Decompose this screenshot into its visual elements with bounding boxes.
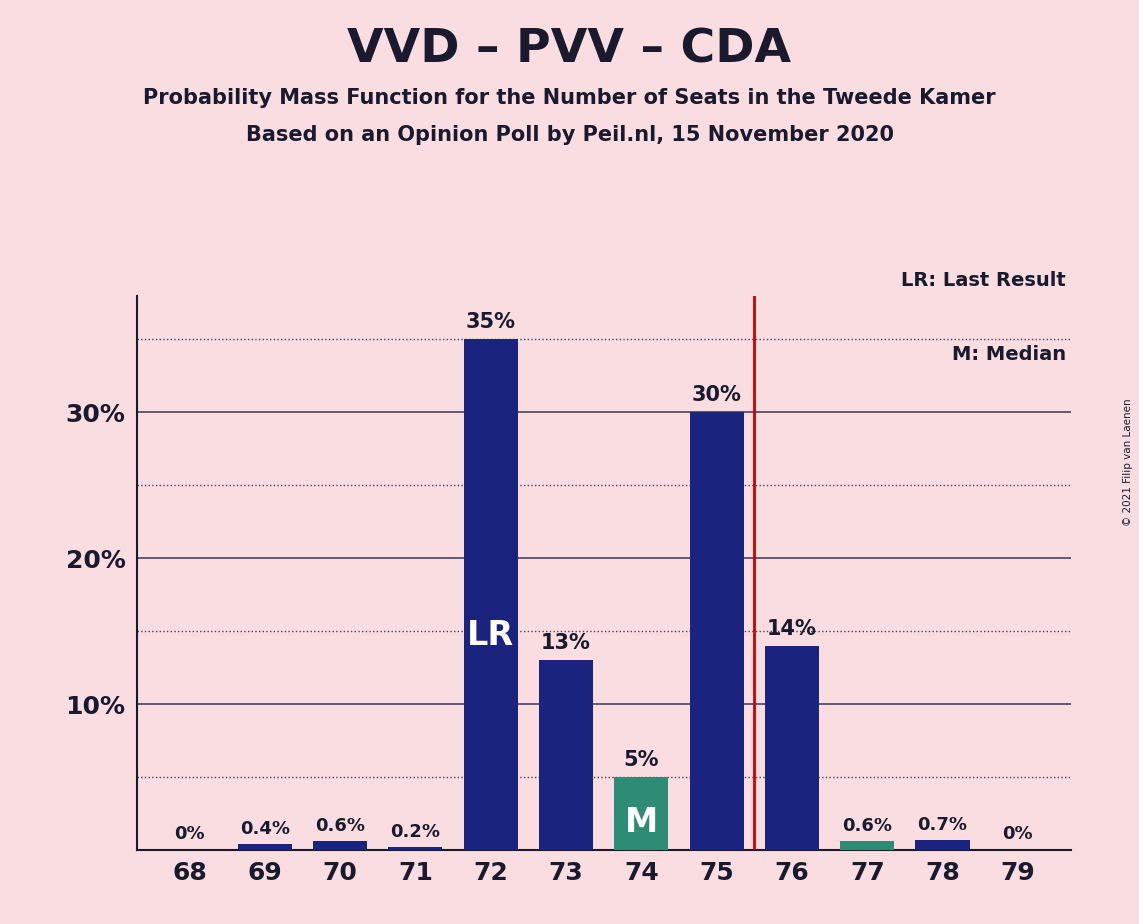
Text: 0%: 0% xyxy=(174,825,205,843)
Text: LR: LR xyxy=(467,619,514,652)
Bar xyxy=(464,339,518,850)
Bar xyxy=(614,777,669,850)
Text: 30%: 30% xyxy=(691,385,741,405)
Bar xyxy=(238,845,292,850)
Text: 35%: 35% xyxy=(466,312,516,332)
Text: M: Median: M: Median xyxy=(952,345,1066,364)
Text: 0.4%: 0.4% xyxy=(239,821,289,838)
Text: Probability Mass Function for the Number of Seats in the Tweede Kamer: Probability Mass Function for the Number… xyxy=(144,88,995,108)
Bar xyxy=(689,412,744,850)
Bar xyxy=(916,840,969,850)
Text: 0.6%: 0.6% xyxy=(843,818,892,835)
Text: 0.7%: 0.7% xyxy=(918,816,968,834)
Text: 0.6%: 0.6% xyxy=(316,818,364,835)
Text: © 2021 Filip van Laenen: © 2021 Filip van Laenen xyxy=(1123,398,1133,526)
Bar xyxy=(313,842,367,850)
Text: 0%: 0% xyxy=(1002,825,1033,843)
Text: VVD – PVV – CDA: VVD – PVV – CDA xyxy=(347,28,792,73)
Bar xyxy=(841,842,894,850)
Text: Based on an Opinion Poll by Peil.nl, 15 November 2020: Based on an Opinion Poll by Peil.nl, 15 … xyxy=(246,125,893,145)
Text: M: M xyxy=(624,806,658,839)
Text: 14%: 14% xyxy=(767,618,817,638)
Text: LR: Last Result: LR: Last Result xyxy=(901,271,1066,290)
Text: 13%: 13% xyxy=(541,633,591,653)
Bar xyxy=(765,646,819,850)
Text: 0.2%: 0.2% xyxy=(391,823,441,842)
Bar xyxy=(539,661,593,850)
Text: 5%: 5% xyxy=(623,750,659,770)
Bar xyxy=(388,847,442,850)
